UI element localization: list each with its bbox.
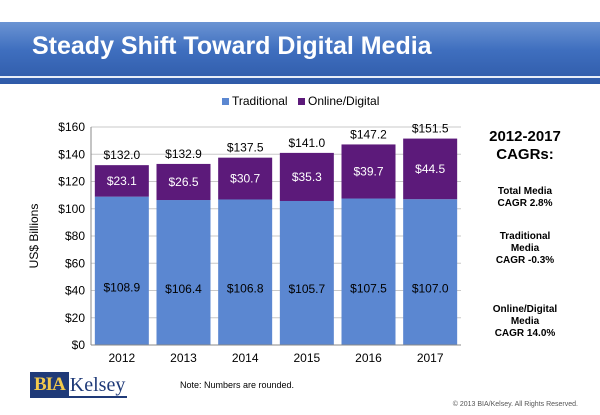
x-tick-label: 2012 bbox=[108, 351, 135, 365]
legend-swatch bbox=[298, 98, 305, 105]
total-label: $141.0 bbox=[288, 136, 325, 150]
logo-bia: BIA bbox=[30, 372, 69, 398]
logo-kelsey: Kelsey bbox=[68, 374, 128, 398]
data-label: $107.0 bbox=[412, 282, 449, 296]
bar-online-digital bbox=[94, 165, 149, 197]
legend-swatch bbox=[222, 98, 229, 105]
data-label: $26.5 bbox=[168, 175, 198, 189]
bar-traditional bbox=[279, 200, 334, 345]
y-tick-label: $40 bbox=[65, 284, 85, 298]
data-labels: $108.9 $23.1 $132.0 $106.4 $26.5 $132.9 $106.8… bbox=[103, 122, 448, 297]
bar-online-digital bbox=[156, 163, 211, 201]
legend-label: Online/Digital bbox=[308, 94, 379, 108]
data-label: $39.7 bbox=[353, 164, 383, 178]
total-label: $132.0 bbox=[103, 148, 140, 162]
y-tick-label: $160 bbox=[58, 120, 85, 134]
cagr-title: 2012-2017 CAGRs: bbox=[489, 128, 561, 163]
total-label: $137.5 bbox=[227, 141, 264, 155]
data-label: $108.9 bbox=[103, 281, 140, 295]
bar-traditional bbox=[341, 198, 396, 345]
data-label: $23.1 bbox=[107, 174, 137, 188]
data-label: $105.7 bbox=[288, 282, 325, 296]
bar-online-digital bbox=[218, 157, 273, 200]
y-tick-label: $120 bbox=[58, 175, 85, 189]
cagr-total-media: Total Media CAGR 2.8% bbox=[497, 186, 553, 209]
y-tick-label: $100 bbox=[58, 202, 85, 216]
x-tick-label: 2017 bbox=[417, 351, 444, 365]
y-tick-label: $60 bbox=[65, 256, 85, 270]
banner-rule bbox=[0, 76, 600, 78]
total-label: $147.2 bbox=[350, 127, 387, 141]
y-tick-label: $20 bbox=[65, 311, 85, 325]
total-label: $132.9 bbox=[165, 147, 202, 161]
grid-lines bbox=[91, 126, 461, 319]
bar-online-digital bbox=[279, 152, 334, 201]
cagr-panel: 2012-2017 CAGRs: bbox=[470, 128, 580, 164]
copyright: © 2013 BIA/Kelsey. All Rights Reserved. bbox=[452, 401, 578, 408]
bar-traditional bbox=[403, 199, 458, 345]
x-tick-label: 2014 bbox=[232, 351, 259, 365]
bia-kelsey-logo: BIA Kelsey bbox=[30, 372, 128, 398]
bar-online-digital bbox=[403, 138, 458, 200]
data-label: $106.4 bbox=[165, 282, 202, 296]
x-tick-label: 2013 bbox=[170, 351, 197, 365]
y-tick-label: $140 bbox=[58, 147, 85, 161]
legend-label: Traditional bbox=[232, 94, 288, 108]
y-axis-label: US$ Billions bbox=[27, 204, 41, 269]
x-tick-label: 2016 bbox=[355, 351, 382, 365]
x-tick-label: 2015 bbox=[293, 351, 320, 365]
data-label: $35.3 bbox=[292, 170, 322, 184]
bar-traditional bbox=[156, 200, 211, 345]
page-title: Steady Shift Toward Digital Media bbox=[32, 32, 432, 60]
cagr-online-digital-media: Online/Digital Media CAGR 14.0% bbox=[492, 304, 558, 339]
y-tick-label: $0 bbox=[72, 338, 86, 352]
bars bbox=[94, 138, 458, 345]
data-label: $107.5 bbox=[350, 281, 387, 295]
cagr-traditional-media: Traditional Media CAGR -0.3% bbox=[495, 231, 555, 266]
title-banner: Steady Shift Toward Digital Media bbox=[0, 22, 600, 84]
total-label: $151.5 bbox=[412, 122, 449, 136]
y-tick-label: $80 bbox=[65, 229, 85, 243]
legend: Traditional Online/Digital bbox=[222, 94, 379, 108]
axes: $0 $20 $40 $60 $80 $100 $120 $140 $160 US$ Billio… bbox=[27, 120, 461, 365]
footnote: Note: Numbers are rounded. bbox=[180, 380, 295, 390]
bar-online-digital bbox=[341, 144, 396, 199]
data-label: $106.8 bbox=[227, 282, 264, 296]
data-label: $44.5 bbox=[415, 162, 445, 176]
bar-traditional bbox=[94, 196, 149, 345]
bar-traditional bbox=[218, 199, 273, 345]
data-label: $30.7 bbox=[230, 172, 260, 186]
